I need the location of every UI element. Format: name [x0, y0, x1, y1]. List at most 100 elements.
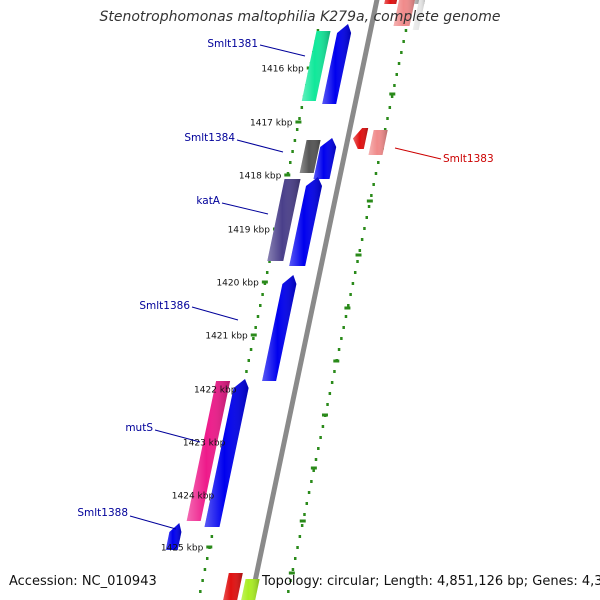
- map-title: Stenotrophomonas maltophilia K279a, comp…: [99, 9, 501, 25]
- minor-tick: [291, 568, 295, 571]
- scale-tick-label: 1424 kbp: [172, 492, 215, 502]
- minor-tick: [365, 216, 368, 219]
- minor-tick: [321, 425, 325, 428]
- major-tick: [344, 306, 351, 310]
- gene-label-leader: [394, 147, 442, 160]
- scale-tick-label: 1421 kbp: [205, 332, 248, 342]
- minor-tick: [295, 128, 299, 131]
- major-tick: [250, 333, 257, 337]
- major-tick: [310, 466, 317, 470]
- minor-tick: [305, 502, 309, 505]
- minor-tick: [199, 590, 202, 593]
- minor-tick: [300, 106, 304, 109]
- minor-tick: [333, 370, 336, 373]
- minor-tick: [310, 480, 313, 483]
- minor-tick: [268, 260, 271, 263]
- minor-tick: [316, 29, 320, 32]
- gene-smlt1383-bar[interactable]: [368, 130, 388, 155]
- reverse-cds-neighbor[interactable]: [384, 0, 398, 4]
- scale-tick-label: 1422 kbp: [194, 386, 237, 396]
- minor-tick: [383, 128, 387, 131]
- gene-smlt1384-bar[interactable]: [299, 140, 321, 173]
- minor-tick: [344, 315, 348, 318]
- reverse-cds-neighbor[interactable]: [412, 0, 427, 30]
- minor-tick: [319, 436, 322, 439]
- scale-tick-label: 1416 kbp: [261, 65, 304, 75]
- minor-tick: [312, 469, 315, 472]
- major-tick: [284, 173, 291, 177]
- reverse-cds-neighbor[interactable]: [393, 0, 417, 26]
- minor-tick: [328, 392, 332, 395]
- gene-label[interactable]: mutS: [125, 422, 153, 434]
- minor-tick: [247, 359, 251, 362]
- major-tick: [299, 519, 306, 523]
- minor-tick: [256, 315, 260, 318]
- minor-tick: [307, 491, 311, 494]
- minor-tick: [353, 271, 357, 274]
- gene-label-leader: [236, 139, 284, 153]
- reverse-cds-neighbor[interactable]: [221, 573, 243, 600]
- gene-kata-bar[interactable]: [267, 179, 301, 261]
- major-tick: [295, 120, 302, 124]
- minor-tick: [360, 238, 364, 241]
- gene-smlt1381-bar[interactable]: [301, 31, 331, 101]
- cds-smlt1386[interactable]: [262, 275, 297, 381]
- gene-label-leader: [221, 202, 269, 215]
- cds-kata[interactable]: [289, 177, 322, 266]
- gene-label[interactable]: Smlt1384: [184, 132, 235, 144]
- minor-tick: [402, 40, 405, 43]
- minor-tick: [326, 403, 329, 406]
- gene-label[interactable]: katA: [196, 195, 220, 207]
- gene-label-leader: [154, 429, 201, 443]
- minor-tick: [298, 535, 302, 538]
- gene-label[interactable]: Smlt1381: [207, 38, 258, 50]
- minor-tick: [254, 326, 257, 329]
- minor-tick: [395, 73, 398, 76]
- minor-tick: [303, 513, 306, 516]
- minor-tick: [390, 95, 394, 98]
- minor-tick: [347, 304, 350, 307]
- minor-tick: [298, 117, 301, 120]
- scale-tick-label: 1420 kbp: [216, 279, 259, 289]
- gene-muts-bar[interactable]: [186, 381, 231, 521]
- gene-label[interactable]: Smlt1388: [77, 507, 128, 519]
- minor-tick: [340, 337, 343, 340]
- minor-tick: [351, 282, 355, 285]
- feature-layer: [165, 0, 427, 600]
- minor-tick: [349, 293, 352, 296]
- cds-muts[interactable]: [204, 379, 249, 527]
- minor-tick: [317, 447, 320, 450]
- outer-tick-track: [287, 29, 408, 593]
- minor-tick: [245, 370, 248, 373]
- gene-label-leader: [191, 306, 239, 321]
- minor-tick: [386, 117, 389, 120]
- forward-cds-neighbor[interactable]: [239, 579, 260, 600]
- accession-text: Accession: NC_010943: [9, 574, 157, 589]
- minor-tick: [203, 568, 207, 571]
- gene-label[interactable]: Smlt1383: [443, 153, 494, 165]
- major-tick: [389, 92, 396, 96]
- minor-tick: [374, 172, 378, 175]
- minor-tick: [377, 161, 380, 164]
- scale-tick-label: 1425 kbp: [161, 544, 204, 554]
- cds-smlt1381[interactable]: [322, 24, 352, 104]
- major-tick: [366, 199, 373, 203]
- major-tick: [321, 413, 328, 417]
- gene-label[interactable]: Smlt1386: [139, 300, 190, 312]
- scale-tick-label: 1419 kbp: [228, 226, 271, 236]
- minor-tick: [293, 139, 297, 142]
- scale-tick-label: 1423 kbp: [183, 439, 226, 449]
- minor-tick: [342, 326, 345, 329]
- cds-smlt1384[interactable]: [313, 138, 337, 179]
- minor-tick: [367, 205, 371, 208]
- minor-tick: [293, 557, 297, 560]
- scale-tick-label: 1418 kbp: [239, 172, 282, 182]
- minor-tick: [404, 29, 408, 32]
- cds-smlt1383[interactable]: [353, 128, 369, 149]
- major-tick: [206, 545, 213, 549]
- scale-tick-label: 1417 kbp: [250, 119, 293, 129]
- cds-smlt1388[interactable]: [165, 523, 182, 550]
- minor-tick: [370, 194, 373, 197]
